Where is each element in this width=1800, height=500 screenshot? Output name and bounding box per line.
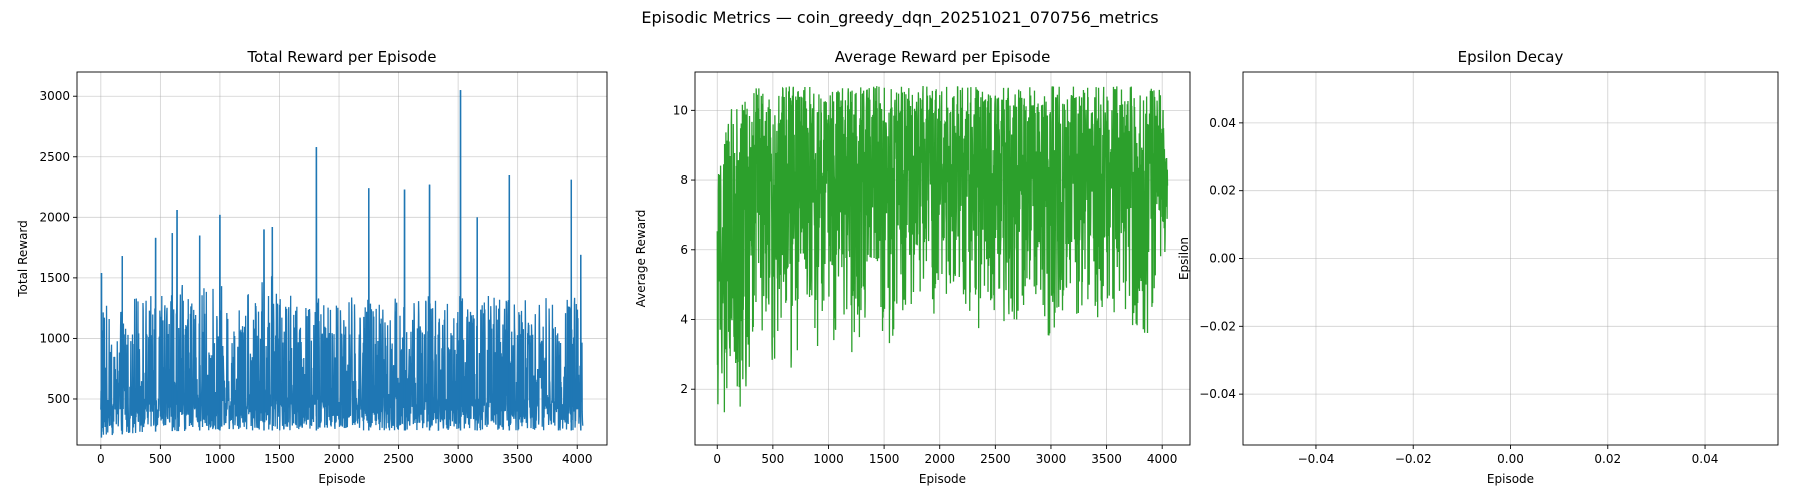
grid-lines [1243,72,1778,445]
x-tick-label: 3500 [1091,452,1122,466]
x-tick-label: 0.04 [1692,452,1719,466]
y-tick-label: 0.04 [1209,116,1236,130]
chart-title: Total Reward per Episode [246,48,436,66]
x-tick-label: 500 [149,452,172,466]
y-tick-label: 500 [47,392,70,406]
x-tick-label: 0 [97,452,105,466]
series-line-1 [100,90,584,436]
x-axis-label: Episode [318,472,365,486]
x-tick-label: 2500 [383,452,414,466]
x-tick-label: 1500 [264,452,295,466]
x-tick-label: 4000 [1147,452,1178,466]
y-tick-label: 3000 [39,89,70,103]
y-tick-label: 2500 [39,150,70,164]
y-axis-label: Average Reward [634,210,648,308]
chart-panel-1: 0 500 1000 1500 2000 2500 3000 3500 4000 500 1000 1… [16,48,608,486]
x-tick-label: 4000 [562,452,593,466]
x-tick-label: 1000 [813,452,844,466]
x-tick-label: 1000 [205,452,236,466]
x-tick-label: 1500 [869,452,900,466]
x-tick-label: 2000 [324,452,355,466]
y-tick-label: 1500 [39,271,70,285]
x-tick-label: 3000 [443,452,474,466]
y-axis-label: Epsilon [1177,237,1191,280]
figure-title: Episodic Metrics — coin_greedy_dqn_20251… [641,8,1159,27]
y-tick-label: 8 [680,173,688,187]
y-tick-label: 2 [680,382,688,396]
x-tick-label: 0.00 [1497,452,1524,466]
y-axis-label: Total Reward [16,220,30,298]
y-tick-label: 2000 [39,210,70,224]
x-axis-label: Episode [919,472,966,486]
chart-panel-3: −0.04 −0.02 0.00 0.02 0.04 −0.04 −0.02 0.00 0.02… [1177,48,1779,486]
y-tick-label: 6 [680,243,688,257]
x-axis-label: Episode [1487,472,1534,486]
chart-panel-2: 0 500 1000 1500 2000 2500 3000 3500 4000 2 4 6 8 10 Av… [634,48,1191,486]
x-tick-label: 0.02 [1594,452,1621,466]
x-tick-label: 2500 [980,452,1011,466]
x-tick-label: −0.02 [1395,452,1432,466]
y-tick-label: 4 [680,313,688,327]
y-tick-label: 10 [673,103,688,117]
axes-frame [694,71,1191,446]
x-tick-label: 2000 [924,452,955,466]
axes-frame [76,71,608,446]
chart-title: Average Reward per Episode [835,48,1051,66]
y-tick-label: −0.02 [1199,319,1236,333]
y-tick-label: 0.00 [1209,252,1236,266]
y-tick-label: 0.02 [1209,184,1236,198]
x-tick-label: 3500 [502,452,533,466]
x-tick-label: 3000 [1036,452,1067,466]
series-line-1 [716,86,1169,413]
y-tick-label: −0.04 [1199,387,1236,401]
x-tick-label: −0.04 [1298,452,1335,466]
chart-title: Epsilon Decay [1458,48,1564,66]
x-tick-label: 500 [761,452,784,466]
y-tick-label: 1000 [39,331,70,345]
x-tick-label: 0 [713,452,721,466]
